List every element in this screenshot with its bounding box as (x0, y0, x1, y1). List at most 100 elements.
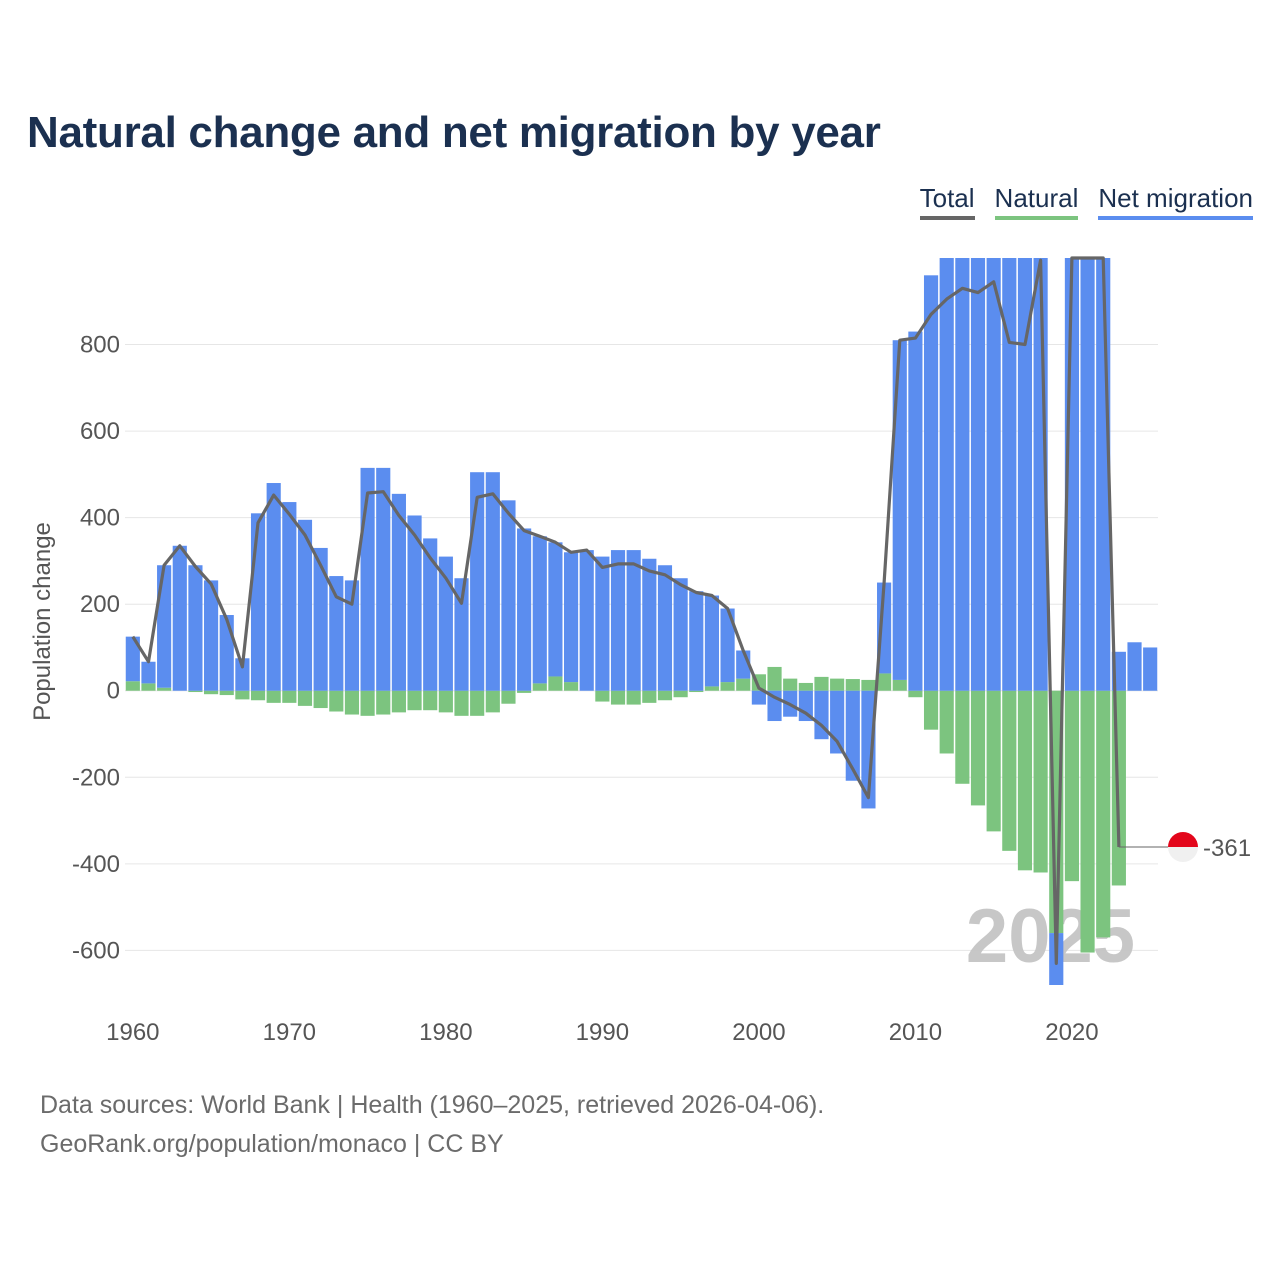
natural-bar (986, 690, 1001, 832)
natural-bar (736, 678, 751, 691)
natural-bar (329, 690, 344, 712)
net-migration-bar (704, 595, 720, 687)
natural-bar (595, 690, 610, 702)
natural-bar (282, 690, 297, 703)
net-migration-bar (204, 580, 219, 691)
net-migration-bar (391, 493, 406, 691)
legend-item-natural[interactable]: Natural (994, 183, 1079, 220)
net-migration-bar (955, 258, 970, 691)
natural-bar (188, 690, 203, 693)
natural-bar (454, 690, 469, 716)
net-migration-bar (689, 591, 704, 691)
natural-bar (344, 690, 360, 715)
natural-bar (923, 690, 939, 730)
net-migration-bar (329, 576, 344, 691)
net-migration-bar (172, 545, 187, 691)
net-migration-bar (157, 565, 172, 688)
y-tick-label: -200 (72, 764, 120, 791)
net-migration-bar (313, 547, 328, 691)
natural-bar (1033, 690, 1048, 873)
natural-bar (266, 690, 281, 703)
data-sources: Data sources: World Bank | Health (1960–… (40, 1086, 824, 1164)
natural-bar (204, 690, 219, 695)
x-tick-label: 1980 (419, 1019, 472, 1046)
net-migration-bar (376, 467, 391, 691)
natural-bar (407, 690, 422, 711)
chart-title: Natural change and net migration by year (27, 108, 881, 157)
x-tick-label: 2020 (1045, 1019, 1098, 1046)
natural-bar (955, 690, 970, 784)
net-migration-bar (517, 528, 532, 691)
natural-bar (501, 690, 516, 704)
legend-item-net-migration[interactable]: Net migration (1098, 183, 1253, 220)
net-migration-bar (923, 275, 939, 691)
total-line (131, 256, 1121, 966)
natural-bar (376, 690, 391, 715)
natural-bar (548, 676, 563, 691)
net-migration-bar (642, 558, 657, 691)
natural-bar (1064, 690, 1079, 882)
natural-bar (517, 690, 532, 693)
net-migration-bar (1017, 258, 1033, 691)
flag-red-half (1168, 831, 1198, 847)
natural-bar (970, 690, 986, 806)
y-tick-label: 0 (107, 678, 120, 705)
natural-bar (141, 683, 156, 691)
y-tick-label: -600 (72, 937, 120, 964)
legend-item-total[interactable]: Total (919, 183, 975, 220)
natural-bar (704, 686, 720, 691)
natural-bar (250, 690, 266, 701)
net-migration-bar (861, 690, 876, 809)
net-migration-bar (610, 550, 626, 691)
natural-bar (360, 690, 375, 716)
x-tick-label: 1970 (263, 1019, 316, 1046)
net-migration-bar (485, 472, 500, 691)
natural-bar (470, 690, 485, 716)
flag-icon (1168, 831, 1198, 862)
natural-bar (814, 676, 829, 691)
y-tick-label: 800 (80, 332, 120, 359)
flag-white-half (1168, 846, 1198, 862)
natural-bar (1080, 690, 1095, 953)
net-migration-bar (563, 552, 579, 683)
natural-bar (845, 679, 860, 691)
natural-bar (297, 690, 313, 706)
net-migration-bar (908, 331, 923, 691)
natural-bar (391, 690, 406, 713)
source-line-2: GeoRank.org/population/monaco | CC BY (40, 1130, 504, 1158)
natural-bar (626, 690, 641, 705)
y-tick-label: -400 (72, 851, 120, 878)
natural-bar (673, 690, 688, 698)
y-tick-label: 400 (80, 505, 120, 532)
net-migration-bar (344, 580, 360, 691)
natural-bar (877, 673, 892, 691)
natural-bar (313, 690, 328, 709)
natural-bar (1002, 690, 1017, 851)
net-migration-bar (501, 500, 516, 691)
natural-bar (157, 687, 172, 691)
natural-bar (720, 682, 735, 691)
y-tick-label: 200 (80, 591, 120, 618)
y-axis-title: Population change (29, 522, 56, 721)
net-migration-bar (532, 536, 547, 684)
net-migration-bar (595, 556, 610, 691)
natural-bar (689, 690, 704, 693)
x-tick-label: 1960 (106, 1019, 159, 1046)
net-migration-bar (141, 661, 156, 684)
net-migration-bar (673, 578, 688, 691)
natural-bar (861, 679, 876, 691)
net-migration-bar (125, 636, 140, 682)
natural-bar (830, 678, 845, 691)
natural-bar (532, 683, 547, 691)
net-migration-bar (970, 258, 986, 691)
natural-bar (798, 682, 813, 691)
end-value-label: -361 (1203, 835, 1251, 862)
natural-bar (892, 679, 907, 691)
source-line-1: Data sources: World Bank | Health (1960–… (40, 1091, 825, 1119)
net-migration-bar (266, 483, 281, 691)
natural-bar (485, 690, 500, 713)
natural-bar (438, 690, 453, 713)
natural-bar (767, 666, 782, 691)
net-migration-bar (282, 502, 297, 691)
net-migration-bar (939, 258, 954, 691)
